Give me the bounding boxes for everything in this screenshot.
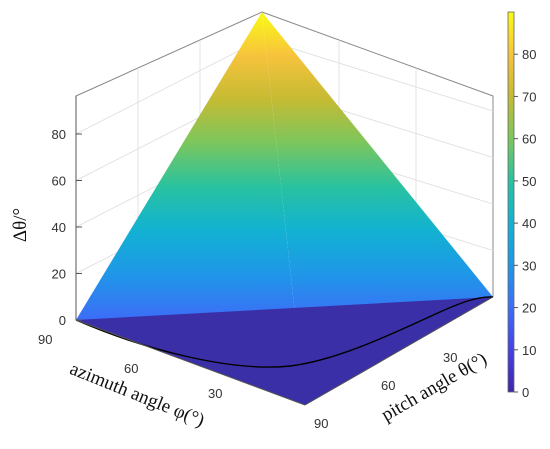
x-ticks: 90 60 30 bbox=[38, 332, 222, 401]
x-tick-label: 30 bbox=[208, 386, 222, 401]
colorbar bbox=[507, 11, 515, 393]
colorbar-tick-label: 40 bbox=[522, 216, 536, 231]
x-axis-line bbox=[75, 319, 306, 406]
y-tick-label: 30 bbox=[443, 350, 457, 365]
front-edges bbox=[75, 96, 494, 406]
colorbar-tick-label: 10 bbox=[522, 343, 536, 358]
y-ticks: 30 60 90 bbox=[314, 350, 457, 431]
colorbar-tick-label: 20 bbox=[522, 301, 536, 316]
y-tick-label: 90 bbox=[314, 416, 328, 431]
z-tick-label: 60 bbox=[52, 174, 66, 189]
surface-face-left bbox=[76, 12, 305, 405]
z-ticks: 0 20 40 60 80 bbox=[52, 127, 82, 328]
surface-base bbox=[76, 297, 493, 405]
colorbar-tick-label: 50 bbox=[522, 174, 536, 189]
colorbar-tick-label: 70 bbox=[522, 89, 536, 104]
z-tick-label: 80 bbox=[52, 127, 66, 142]
colorbar-tick-label: 0 bbox=[522, 385, 529, 400]
z-tick-label: 20 bbox=[52, 267, 66, 282]
colorbar-tick-label: 60 bbox=[522, 132, 536, 147]
x-tick-label: 60 bbox=[124, 361, 138, 376]
grid-line-right-z80 bbox=[261, 38, 494, 112]
colorbar-tick-label: 30 bbox=[522, 258, 536, 273]
z-tick-label: 40 bbox=[52, 220, 66, 235]
z-axis-label: Δθ/° bbox=[10, 208, 31, 242]
y-axis-line bbox=[304, 296, 494, 406]
y-tick-label: 60 bbox=[381, 378, 395, 393]
x-tick-label: 90 bbox=[38, 332, 52, 347]
grid-line-left-z80 bbox=[75, 38, 263, 135]
colorbar-ticks: 0 10 20 30 40 50 60 70 80 bbox=[514, 47, 536, 400]
zero-contour-line bbox=[75, 296, 494, 368]
colorbar-tick-label: 80 bbox=[522, 47, 536, 62]
z-tick-label: 0 bbox=[59, 313, 66, 328]
